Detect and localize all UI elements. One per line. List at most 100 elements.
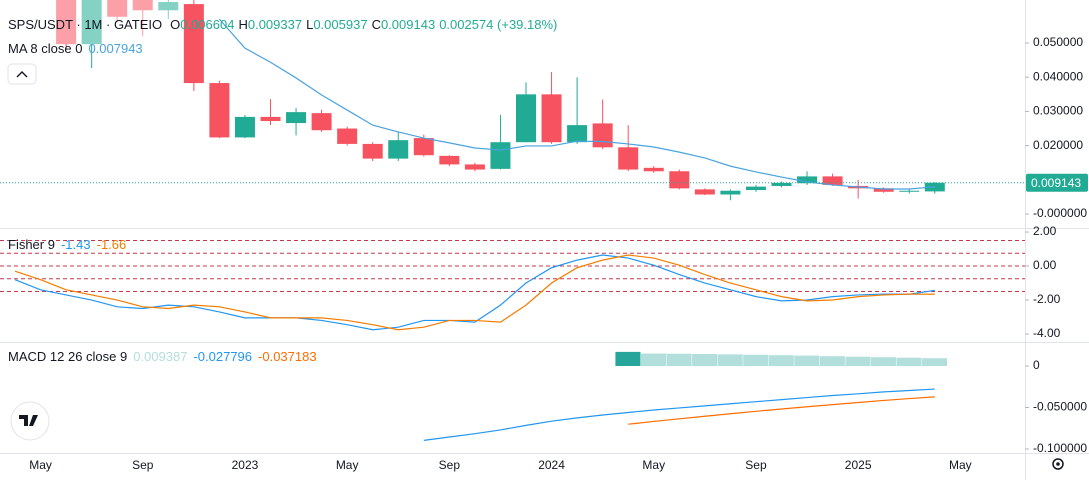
candle-body: [541, 94, 562, 143]
x-tick-label: May: [949, 458, 972, 472]
candle-body: [873, 188, 894, 192]
histogram-bar: [666, 353, 692, 366]
histogram-bar: [692, 353, 718, 366]
ohlc-value: 0.005937: [313, 17, 367, 32]
y-tick-label: -0.100000: [1033, 441, 1087, 455]
candle-body: [337, 128, 358, 144]
indicator-value: 0.007943: [88, 41, 142, 56]
indicator-value: -0.037183: [258, 349, 317, 364]
candle-body: [720, 190, 741, 195]
indicator-legend: MACD 12 26 close 9 0.009387 -0.027796 -0.03…: [8, 349, 317, 364]
candle-body: [643, 167, 664, 172]
moving-average-line: [218, 18, 935, 190]
ohlc-key: C: [372, 17, 381, 32]
indicator-value: -1.43: [61, 237, 91, 252]
indicator-legend: MA 8 close 0 0.007943: [8, 41, 143, 56]
ohlc-key: L: [306, 17, 313, 32]
indicator-legend: Fisher 9 -1.43 -1.66: [8, 237, 126, 252]
collapse-button-frame[interactable]: [7, 63, 37, 85]
histogram-bar: [717, 354, 743, 366]
y-tick-label: 0.040000: [1033, 69, 1083, 83]
settings-icon-center: [1056, 462, 1060, 466]
histogram-bar: [819, 356, 845, 366]
collapse-button[interactable]: [7, 63, 37, 85]
y-tick-label: -2.00: [1033, 292, 1061, 306]
candle-body: [567, 125, 588, 143]
indicator-line: [14, 254, 935, 331]
indicator-name: Fisher 9: [8, 237, 55, 252]
candle-body: [81, 0, 102, 45]
ohlc-value: 0.009143: [381, 17, 435, 32]
x-tick-label: Sep: [439, 458, 461, 472]
ohlc-key: H: [238, 17, 247, 32]
candle-body: [745, 186, 766, 191]
histogram-bar: [768, 355, 794, 366]
candle-body: [694, 189, 715, 195]
y-tick-label: 0.00: [1033, 258, 1057, 272]
histogram-bar: [794, 355, 820, 366]
x-tick-label: 2024: [538, 458, 565, 472]
indicator-name: MACD 12 26 close 9: [8, 349, 127, 364]
candle-body: [362, 143, 383, 159]
candle-body: [286, 112, 307, 124]
y-tick-label: 0.050000: [1033, 35, 1083, 49]
indicator-value: 0.009387: [133, 349, 187, 364]
settings-button[interactable]: [1052, 458, 1064, 470]
y-tick-label: 0.020000: [1033, 138, 1083, 152]
settings-icon[interactable]: [1052, 458, 1064, 470]
y-tick-label: 2.00: [1033, 224, 1057, 238]
price-label: 0.009143: [1031, 176, 1081, 190]
indicator-value: -1.66: [97, 237, 127, 252]
indicator-name: MA 8 close 0: [8, 41, 82, 56]
chart-title: SPS/USDT · 1M · GATEIO: [8, 17, 162, 32]
y-tick-label: 0.030000: [1033, 104, 1083, 118]
histogram-bar: [870, 357, 896, 366]
logo[interactable]: [10, 401, 50, 441]
fisher-pane: [0, 240, 1025, 331]
histogram-bar: [640, 353, 667, 366]
candle-body: [311, 113, 332, 131]
price-label-box: [1026, 173, 1088, 192]
candle-body: [797, 176, 818, 184]
candle-body: [183, 4, 204, 84]
y-tick-label: -4.00: [1033, 326, 1061, 340]
x-tick-label: Sep: [132, 458, 154, 472]
x-tick-label: May: [336, 458, 359, 472]
histogram-bar: [896, 357, 922, 366]
candle-body: [439, 155, 460, 165]
candle-body: [234, 116, 255, 138]
candle-body: [132, 0, 153, 11]
indicator-line: [628, 396, 935, 425]
collapse-icon: [16, 71, 28, 78]
macd-pane: [423, 351, 948, 441]
y-tick-label: -0.000000: [1033, 206, 1087, 220]
histogram-bar: [615, 351, 641, 366]
x-tick-label: Sep: [745, 458, 767, 472]
x-tick-label: 2025: [845, 458, 872, 472]
candle-body: [771, 182, 792, 186]
candle-body: [899, 190, 920, 192]
histogram-bar: [922, 358, 948, 366]
ohlc-key: O: [170, 17, 180, 32]
candle-body: [669, 171, 690, 189]
ohlc-value: 0.006604: [180, 17, 234, 32]
candle-body: [56, 0, 77, 45]
logo-mark: [19, 415, 38, 426]
candle-body: [260, 116, 281, 122]
histogram-bar: [845, 356, 871, 366]
logo-badge: [10, 401, 50, 441]
candle-body: [822, 176, 843, 185]
x-tick-label: 2023: [232, 458, 259, 472]
price-pane: [0, 0, 1025, 201]
legend-fade: [0, 0, 180, 44]
indicator-value: -0.027796: [193, 349, 252, 364]
candle-body: [490, 142, 511, 169]
indicator-line: [423, 388, 935, 441]
change: 0.002574 (+39.18%): [439, 17, 557, 32]
candle-body: [618, 147, 639, 170]
y-tick-label: 0: [1033, 358, 1040, 372]
ohlc-value: 0.009337: [248, 17, 302, 32]
candle-body: [516, 94, 536, 143]
